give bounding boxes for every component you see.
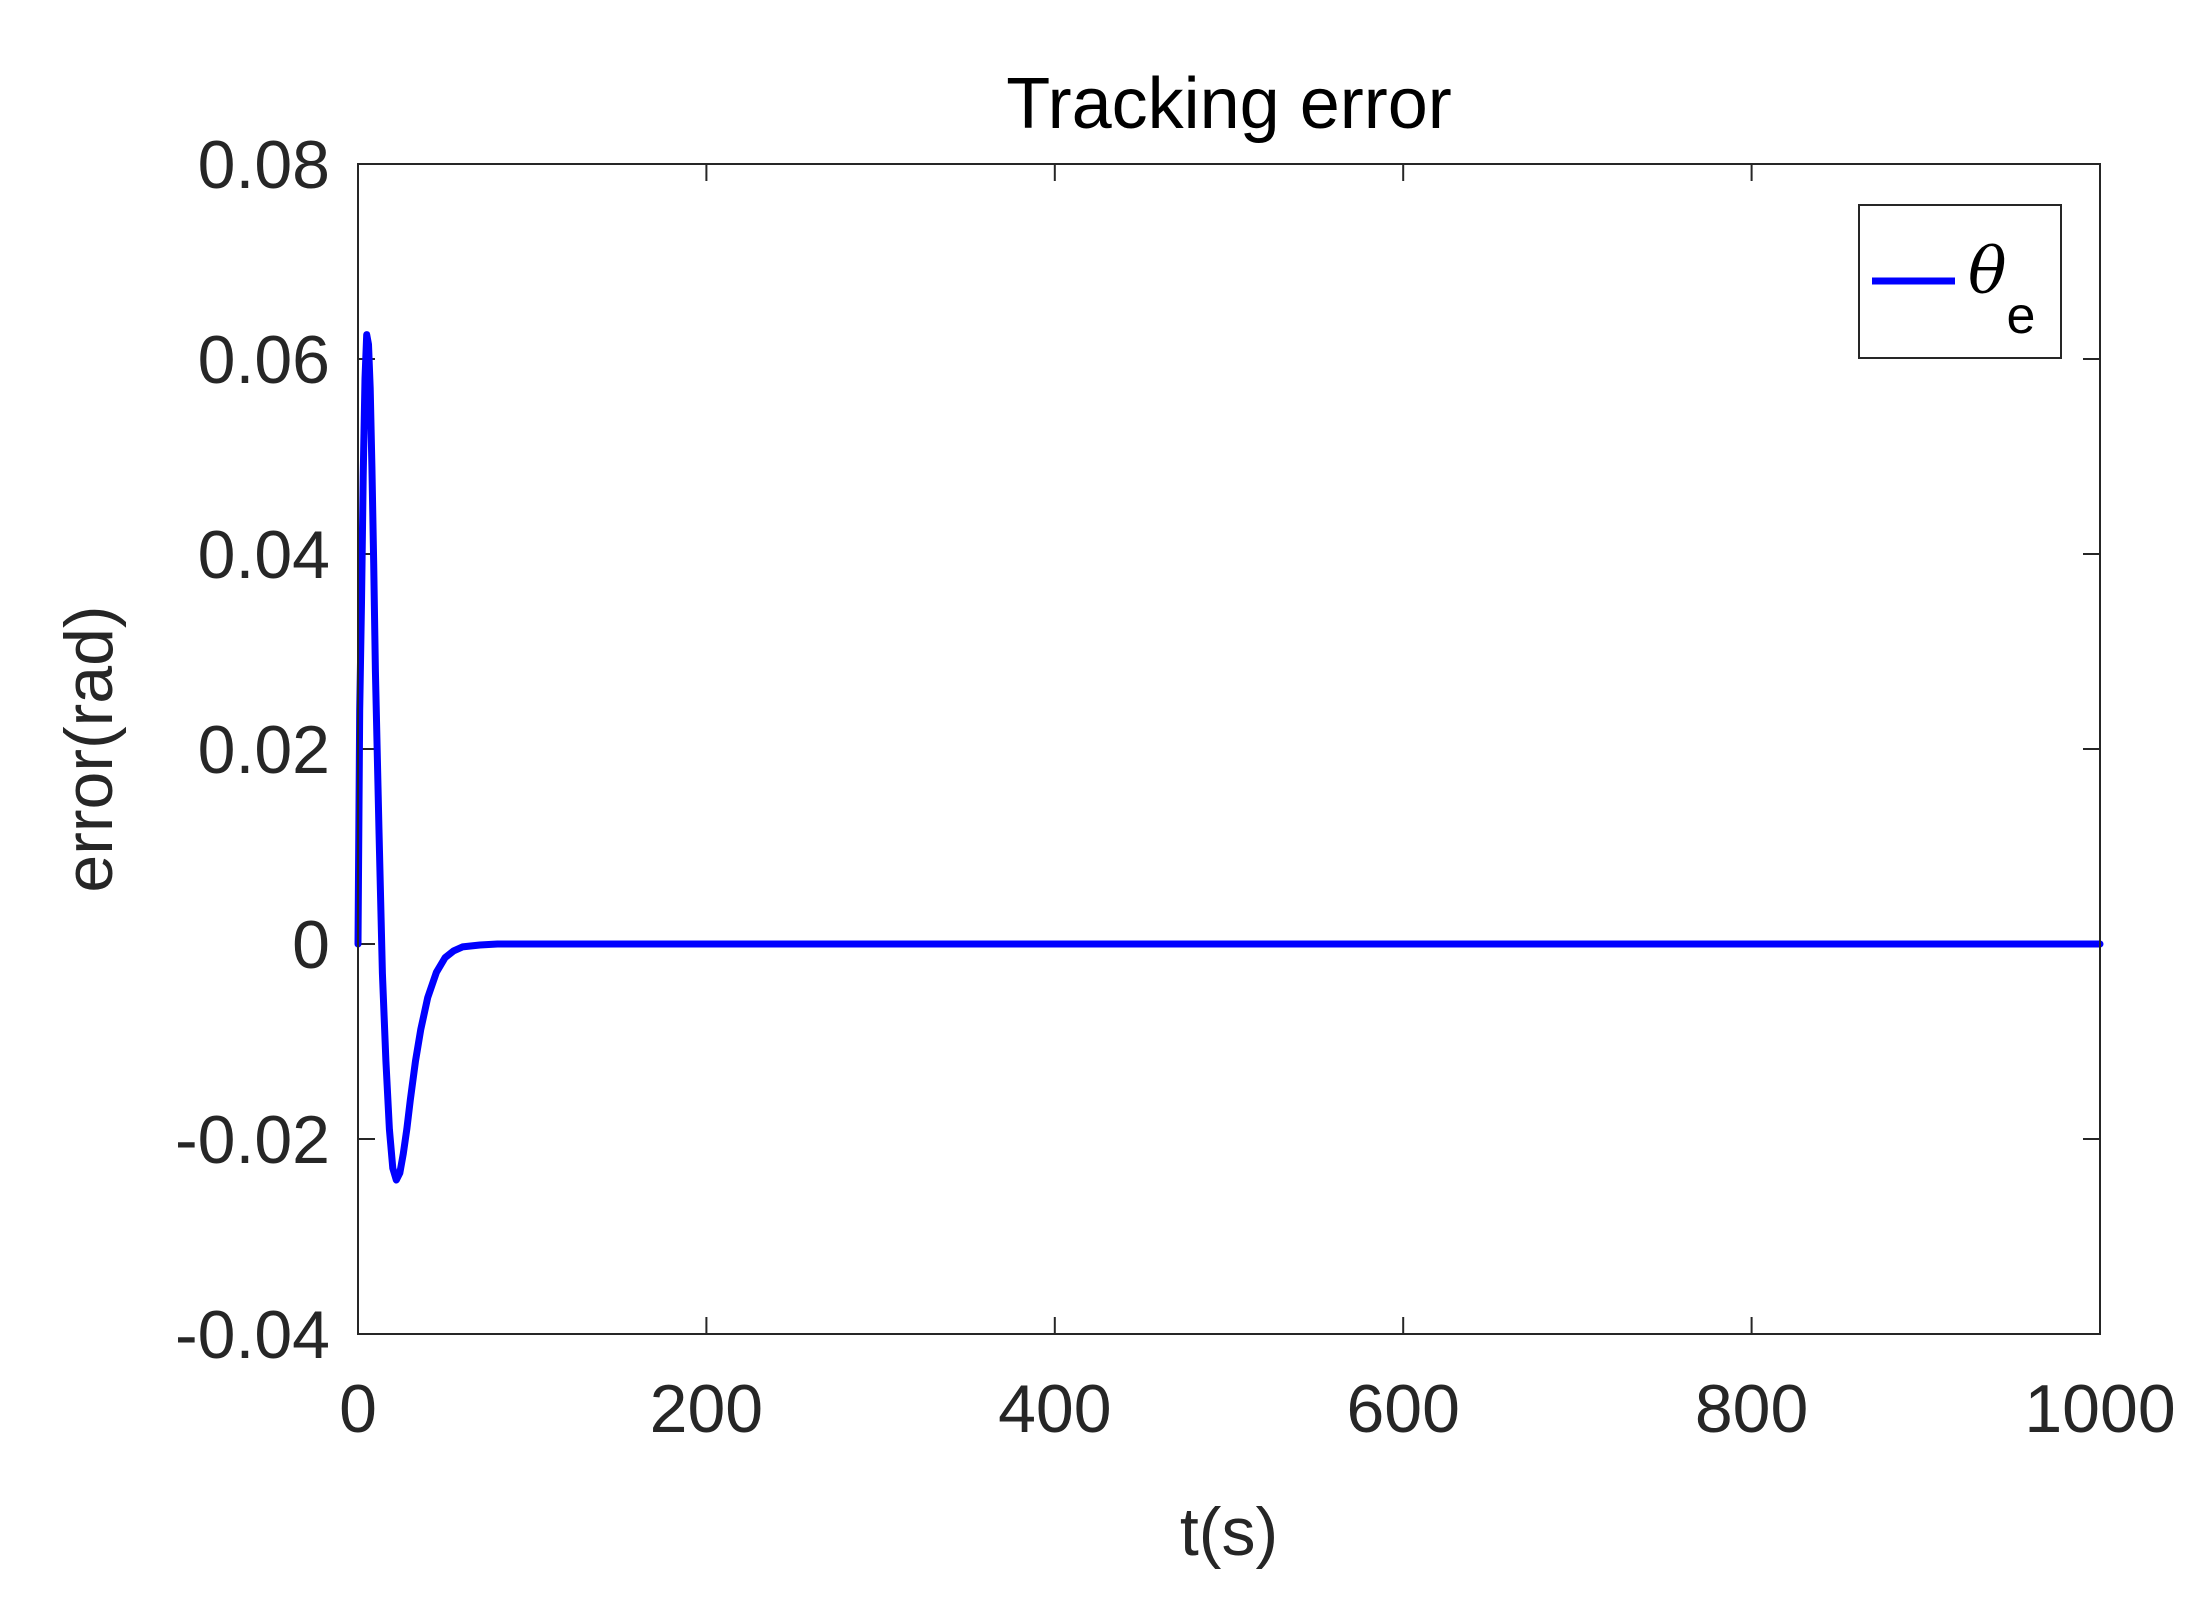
plot-area [358,164,2100,1334]
tick-labels-layer: 0 200 400 600 800 1000 -0.04 -0.02 0 0.02 0.04 0.06… [175,127,2176,1447]
legend: θe [1858,204,2062,359]
legend-symbol: θ [1968,235,2007,309]
series-layer [354,331,2104,1184]
series-line [354,331,2104,1184]
x-tick-label: 600 [1346,1371,1459,1447]
legend-subscript: e [2007,287,2036,345]
x-tick-label: 800 [1695,1371,1808,1447]
y-tick-label: 0.06 [198,322,330,398]
y-tick-label: 0 [292,907,330,983]
y-tick-label: 0.08 [198,127,330,203]
legend-label: θe [1968,235,2035,345]
y-tick-label: 0.02 [198,712,330,788]
x-tick-label: 200 [650,1371,763,1447]
x-tick-label: 1000 [2024,1371,2175,1447]
chart-title: Tracking error [1006,64,1451,144]
x-axis-title: t(s) [1180,1494,1278,1570]
plot-frame [357,163,2101,1335]
x-tick-label: 400 [998,1371,1111,1447]
x-tick-label: 0 [339,1371,377,1447]
y-tick-label: -0.02 [175,1102,330,1178]
y-axis-title: error(rad) [51,605,127,892]
y-tick-label: 0.04 [198,517,330,593]
y-tick-label: -0.04 [175,1297,330,1373]
